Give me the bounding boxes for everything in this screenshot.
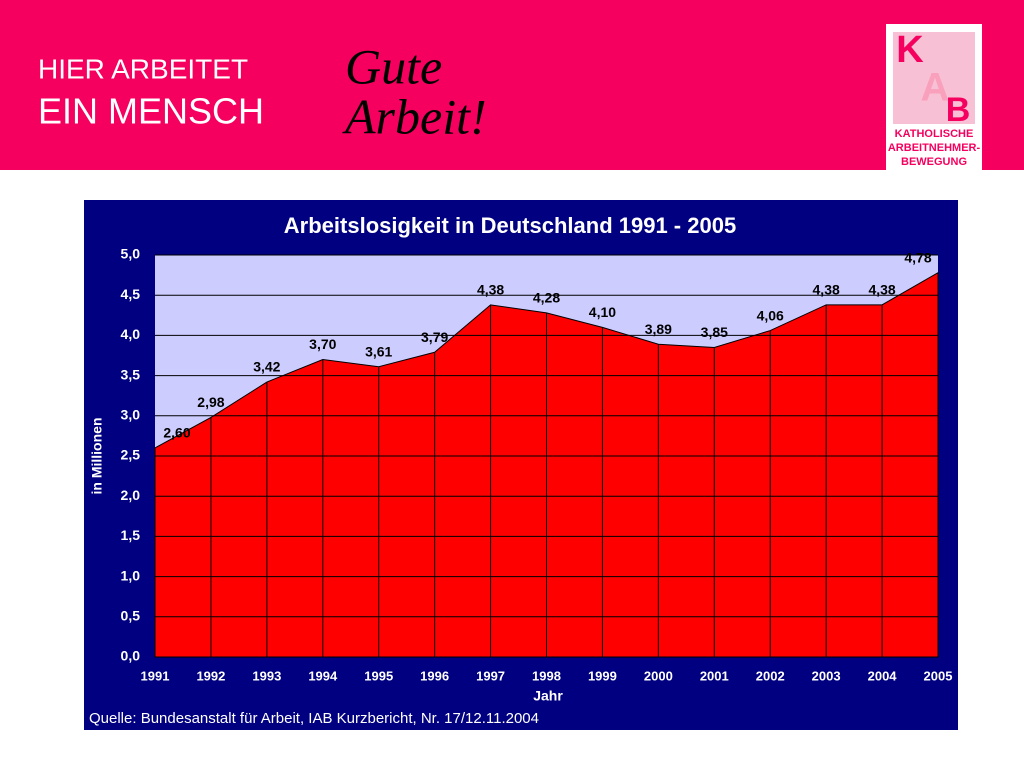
header-line2: EIN MENSCH: [38, 91, 264, 132]
y-tick-label: 3,0: [121, 407, 141, 423]
data-label: 2,60: [163, 425, 190, 441]
logo-text: BEWEGUNG: [901, 156, 967, 168]
data-label: 4,06: [757, 307, 784, 323]
data-label: 4,38: [477, 282, 504, 298]
logo-letter: A: [921, 66, 950, 110]
data-label: 4,78: [904, 249, 931, 265]
logo-bg: [893, 32, 975, 124]
x-tick-label: 2003: [812, 668, 841, 683]
data-label: 3,89: [645, 321, 672, 337]
y-tick-label: 3,5: [121, 366, 141, 382]
chart-title: Arbeitslosigkeit in Deutschland 1991 - 2…: [284, 213, 736, 238]
y-tick-label: 1,0: [121, 567, 141, 583]
data-label: 2,98: [197, 394, 224, 410]
slogan: Gute: [345, 38, 442, 94]
x-tick-label: 1995: [364, 668, 393, 683]
source: Quelle: Bundesanstalt für Arbeit, IAB Ku…: [89, 710, 539, 727]
y-tick-label: 4,0: [121, 326, 141, 342]
x-tick-label: 2005: [924, 668, 953, 683]
data-label: 3,42: [253, 359, 280, 375]
x-tick-label: 2000: [644, 668, 673, 683]
slogan: Arbeit!: [342, 88, 487, 144]
y-tick-label: 1,5: [121, 527, 141, 543]
header-line1: HIER ARBEITET: [38, 53, 248, 84]
x-tick-label: 1997: [476, 668, 505, 683]
y-tick-label: 2,0: [121, 487, 141, 503]
logo-text: KATHOLISCHE: [895, 128, 974, 140]
data-label: 3,79: [421, 329, 448, 345]
data-label: 3,85: [701, 324, 728, 340]
logo-text: ARBEITNEHMER-: [888, 142, 981, 154]
y-tick-label: 0,0: [121, 648, 141, 664]
x-axis-label: Jahr: [533, 688, 563, 704]
x-tick-label: 1996: [420, 668, 449, 683]
x-tick-label: 2002: [756, 668, 785, 683]
y-axis-label: in Millionen: [89, 418, 105, 495]
data-label: 4,38: [813, 282, 840, 298]
x-tick-label: 1992: [196, 668, 225, 683]
logo-letter: K: [896, 29, 924, 71]
y-tick-label: 5,0: [121, 246, 141, 262]
data-label: 3,61: [365, 343, 392, 359]
x-tick-label: 1993: [252, 668, 281, 683]
x-tick-label: 2004: [868, 668, 898, 683]
y-tick-label: 2,5: [121, 447, 141, 463]
x-tick-label: 1991: [141, 668, 170, 683]
data-label: 4,38: [868, 282, 895, 298]
x-tick-label: 1994: [308, 668, 338, 683]
x-tick-label: 1999: [588, 668, 617, 683]
logo-letter: B: [946, 91, 971, 129]
y-tick-label: 4,5: [121, 286, 141, 302]
data-label: 3,70: [309, 336, 336, 352]
y-tick-label: 0,5: [121, 608, 141, 624]
x-tick-label: 2001: [700, 668, 729, 683]
x-tick-label: 1998: [532, 668, 561, 683]
data-label: 4,28: [533, 290, 560, 306]
data-label: 4,10: [589, 304, 616, 320]
header-band: [0, 0, 1024, 170]
